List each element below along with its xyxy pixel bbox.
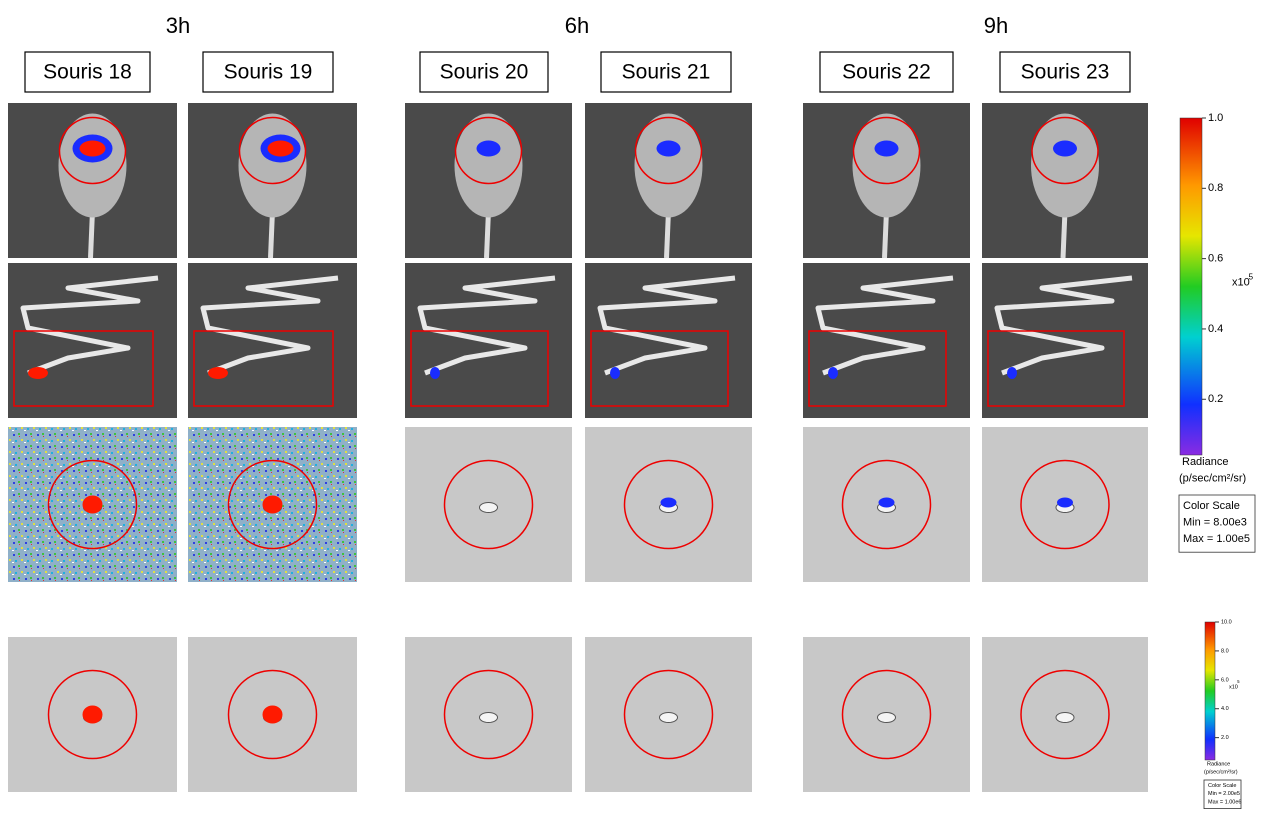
image-panel [803,263,970,418]
tick-label: 0.4 [1208,323,1223,335]
image-panel [803,637,970,792]
quantity: Radiance [1182,456,1228,468]
scale-scale-title: Color Scale [1208,783,1236,789]
image-panel [405,637,572,792]
image-panel [585,103,752,258]
image-panel [8,263,177,418]
image-panel [188,263,357,418]
signal [83,706,103,724]
tick-label: 1.0 [1208,112,1223,124]
tissue [878,713,896,723]
signal [610,367,620,379]
exponent: 5 [1249,273,1254,282]
tissue [480,503,498,513]
signal [477,141,501,157]
tick-label: 10.0 [1221,619,1232,625]
mouse-body [59,114,127,218]
signal [879,498,895,508]
signal [268,141,294,157]
mouse-body [455,114,523,218]
image-panel [8,103,177,258]
tick-label: 8.0 [1221,648,1229,654]
signal [28,367,48,379]
mouse-label: Souris 20 [440,61,529,84]
image-panel [982,427,1148,582]
mouse-body [239,114,307,218]
image-panel [405,427,572,582]
signal [661,498,677,508]
signal [83,496,103,514]
tail [487,211,489,259]
quantity: Radiance [1207,761,1230,767]
tail [1063,211,1065,259]
tick-label: 0.6 [1208,253,1223,265]
multiplier: x10 [1229,684,1238,690]
signal [1053,141,1077,157]
image-panel [188,637,357,792]
image-panel [585,637,752,792]
tick-label: 0.8 [1208,182,1223,194]
image-panel [803,427,970,582]
image-panel [585,263,752,418]
exponent: 5 [1237,679,1240,684]
signal [263,496,283,514]
signal [263,706,283,724]
tail [271,211,273,259]
tick-label: 2.0 [1221,735,1229,741]
image-panel [982,263,1148,418]
scale-max: Max = 1.00e5 [1183,533,1250,545]
mouse-label: Souris 21 [622,61,711,84]
unit: (p/sec/cm²/sr) [1179,472,1246,484]
scale-scale-title: Color Scale [1183,500,1240,512]
image-panel [405,103,572,258]
signal [1007,367,1017,379]
mouse-label: Souris 19 [224,61,313,84]
signal [1057,498,1073,508]
tail [91,211,93,259]
tick-label: 0.2 [1208,393,1223,405]
scale-min: Min = 2.00e5 [1208,791,1240,797]
tick-label: 4.0 [1221,706,1229,712]
tick-label: 6.0 [1221,677,1229,683]
tissue [480,713,498,723]
image-panel [982,103,1148,258]
image-panel [8,637,177,792]
image-panel [188,103,357,258]
mouse-label: Souris 22 [842,61,931,84]
signal [80,141,106,157]
mouse-body [853,114,921,218]
tissue [1056,713,1074,723]
mouse-label: Souris 18 [43,61,132,84]
signal [430,367,440,379]
mouse-body [1031,114,1099,218]
tail [667,211,669,259]
multiplier: x10 [1232,276,1250,288]
time-label: 3h [166,13,190,38]
image-panel [8,427,177,582]
time-label: 9h [984,13,1008,38]
mouse-label: Souris 23 [1021,61,1110,84]
scale-max: Max = 1.00e6 [1208,799,1241,805]
time-label: 6h [565,13,589,38]
colorbar [1205,622,1215,760]
signal [657,141,681,157]
colorbar [1180,118,1202,455]
signal [208,367,228,379]
signal [828,367,838,379]
tissue [660,713,678,723]
mouse-body [635,114,703,218]
image-panel [803,103,970,258]
image-panel [982,637,1148,792]
figure: 3h 6h 9h Souris 18 Souris 19 Souris 20 Souris … [0,0,1262,836]
scale-min: Min = 8.00e3 [1183,516,1247,528]
image-panel [188,427,357,582]
image-panel [405,263,572,418]
tail [885,211,887,259]
signal [875,141,899,157]
unit: (p/sec/cm²/sr) [1204,770,1238,776]
image-panel [585,427,752,582]
